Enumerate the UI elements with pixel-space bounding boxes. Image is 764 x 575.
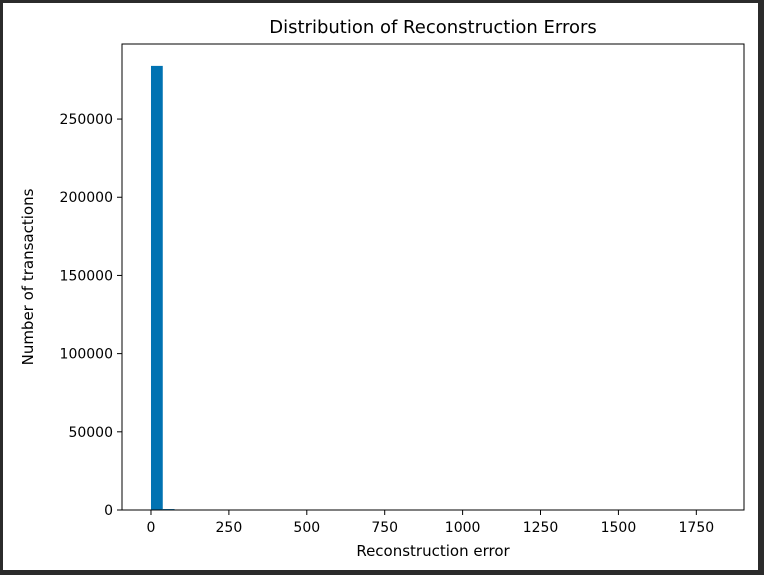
x-tick-label-4: 1000 [445, 520, 481, 536]
x-tick-label-3: 750 [371, 520, 398, 536]
y-axis-label: Number of transactions [19, 188, 37, 365]
x-axis-label: Reconstruction error [356, 542, 510, 560]
y-axis-ticks: 0 50000 100000 150000 200000 250000 [60, 112, 122, 519]
x-tick-label-1: 250 [216, 520, 243, 536]
x-axis-ticks: 0 250 500 750 1000 1250 1500 1750 [147, 510, 715, 536]
histogram-bar-0 [150, 65, 163, 511]
y-tick-label-1: 50000 [68, 425, 113, 441]
histogram-chart: Distribution of Reconstruction Errors 0 2… [19, 17, 745, 560]
plot-area-frame [121, 43, 745, 511]
y-tick-label-3: 150000 [60, 268, 113, 284]
y-tick-label-4: 200000 [60, 190, 113, 206]
y-tick-label-5: 250000 [60, 112, 113, 128]
x-tick-label-0: 0 [147, 520, 156, 536]
x-tick-label-6: 1500 [601, 520, 637, 536]
x-tick-label-7: 1750 [679, 520, 715, 536]
bars-group [150, 65, 210, 511]
y-tick-label-0: 0 [104, 503, 113, 519]
x-tick-label-2: 500 [293, 520, 320, 536]
chart-title: Distribution of Reconstruction Errors [269, 17, 597, 38]
x-tick-label-5: 1250 [523, 520, 559, 536]
chart-figure: Distribution of Reconstruction Errors 0 2… [3, 3, 758, 570]
y-tick-label-2: 100000 [60, 347, 113, 363]
